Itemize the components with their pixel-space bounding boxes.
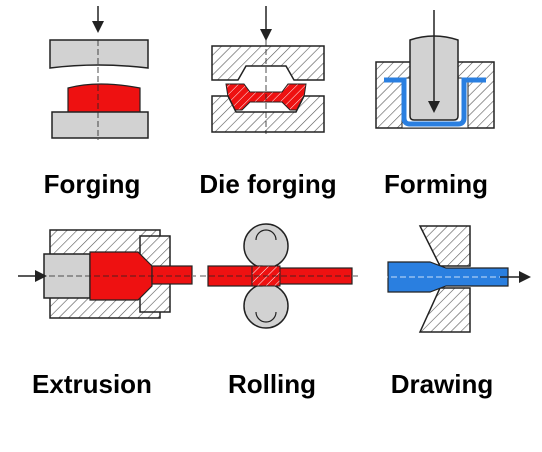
roll-rotation-icon [255, 229, 277, 241]
process-label-forming: Forming [384, 169, 488, 199]
upper-drawing-die [418, 225, 471, 267]
lower-drawing-die [418, 287, 471, 333]
process-label-die-forging: Die forging [199, 169, 336, 199]
process-label-forging: Forging [44, 169, 141, 199]
roll-rotation-icon [255, 311, 277, 323]
lower-anvil [51, 111, 149, 139]
upper-anvil [49, 39, 149, 69]
forming-illustration [375, 10, 495, 129]
rolling-illustration [200, 223, 358, 329]
forging-illustration [49, 6, 149, 140]
die-forging-illustration [211, 6, 325, 134]
extruded-product [151, 265, 193, 285]
workpiece [67, 83, 141, 115]
sheet-blank [384, 77, 486, 127]
lower-die [211, 95, 325, 133]
process-label-rolling: Rolling [228, 369, 316, 399]
drawing-illustration [382, 225, 531, 333]
process-label-extrusion: Extrusion [32, 369, 152, 399]
upper-die [211, 45, 325, 81]
process-label-drawing: Drawing [391, 369, 494, 399]
extrusion-illustration [18, 229, 196, 319]
